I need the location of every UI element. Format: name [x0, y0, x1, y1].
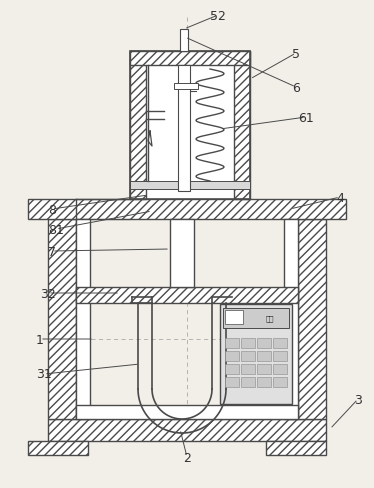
Bar	[241, 338, 255, 348]
Bar	[298, 220, 326, 419]
Text: 共中: 共中	[266, 315, 274, 322]
Bar	[241, 351, 255, 361]
Bar	[48, 419, 326, 441]
Bar	[257, 377, 271, 387]
Text: 2: 2	[183, 450, 191, 464]
Text: 1: 1	[36, 333, 44, 346]
Bar	[76, 405, 298, 419]
Bar	[28, 200, 346, 220]
Bar	[273, 351, 287, 361]
Bar	[273, 377, 287, 387]
Bar	[146, 66, 234, 200]
Bar	[225, 364, 239, 374]
Bar	[257, 364, 271, 374]
Bar	[241, 364, 255, 374]
Text: 61: 61	[298, 111, 314, 124]
Bar	[257, 338, 271, 348]
Bar	[28, 441, 88, 455]
Bar	[130, 52, 146, 200]
Bar	[170, 220, 194, 287]
Bar	[225, 377, 239, 387]
Bar	[180, 30, 188, 52]
Text: 3: 3	[354, 393, 362, 406]
Bar	[48, 220, 76, 419]
Text: 7: 7	[48, 245, 56, 258]
Bar	[225, 310, 243, 325]
Bar	[178, 66, 190, 192]
Bar	[266, 441, 326, 455]
Bar	[223, 308, 289, 328]
Text: 52: 52	[210, 9, 226, 22]
Text: 6: 6	[292, 81, 300, 94]
Bar	[76, 287, 298, 304]
Bar	[225, 338, 239, 348]
Bar	[273, 364, 287, 374]
Bar	[174, 84, 198, 90]
Bar	[273, 338, 287, 348]
Text: 81: 81	[48, 223, 64, 236]
Bar	[220, 305, 292, 404]
Text: 4: 4	[336, 191, 344, 204]
Bar	[130, 52, 250, 66]
Bar	[284, 220, 298, 419]
Bar	[76, 220, 90, 419]
Text: 5: 5	[292, 47, 300, 61]
Bar	[234, 52, 250, 200]
Text: 31: 31	[36, 368, 52, 381]
Bar	[130, 182, 250, 190]
Text: 8: 8	[48, 203, 56, 216]
Bar	[225, 351, 239, 361]
Bar	[241, 377, 255, 387]
Bar	[130, 52, 250, 200]
Bar	[257, 351, 271, 361]
Text: 32: 32	[40, 287, 56, 300]
